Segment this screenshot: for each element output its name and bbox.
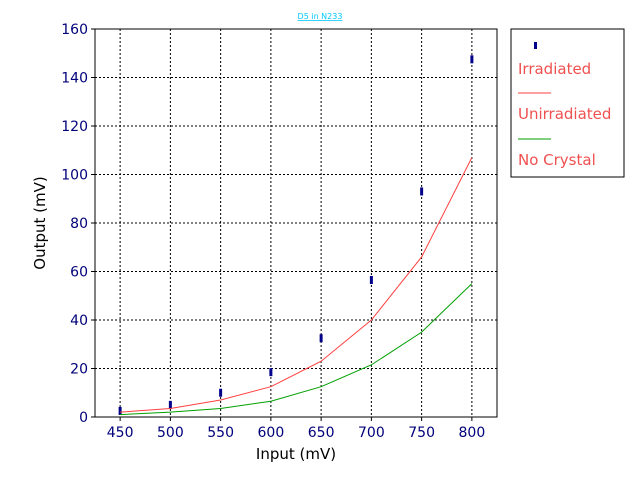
y-tick-label: 0 bbox=[79, 410, 88, 426]
y-tick-label: 60 bbox=[70, 265, 88, 281]
y-axis-ticks: 0 20 40 60 80 100 120 140 160 bbox=[61, 22, 95, 426]
data-point-irradiated bbox=[369, 275, 373, 284]
data-point-irradiated bbox=[219, 388, 223, 397]
data-point-irradiated bbox=[470, 55, 474, 64]
legend-marker-irradiated bbox=[534, 42, 537, 49]
y-tick-label: 100 bbox=[61, 168, 88, 184]
x-tick-label: 500 bbox=[157, 425, 184, 441]
data-point-irradiated bbox=[168, 400, 172, 409]
y-axis-label: Output (mV) bbox=[31, 176, 49, 269]
data-point-irradiated bbox=[319, 334, 323, 343]
legend-label-unirradiated: Unirradiated bbox=[518, 105, 611, 123]
chart-title: D5 in N233 bbox=[298, 12, 343, 21]
x-tick-label: 800 bbox=[459, 425, 486, 441]
y-tick-label: 140 bbox=[61, 71, 88, 87]
series-line-unirradiated bbox=[120, 157, 473, 413]
x-tick-label: 600 bbox=[258, 425, 285, 441]
legend-label-no-crystal: No Crystal bbox=[518, 151, 596, 169]
data-point-irradiated bbox=[118, 406, 122, 415]
legend-label-irradiated: Irradiated bbox=[518, 60, 591, 78]
grid bbox=[95, 29, 497, 417]
legend: Irradiated Unirradiated No Crystal bbox=[510, 28, 625, 178]
y-tick-label: 20 bbox=[70, 362, 88, 378]
data-point-irradiated bbox=[269, 368, 273, 377]
y-tick-label: 120 bbox=[61, 119, 88, 135]
x-tick-label: 650 bbox=[308, 425, 335, 441]
x-tick-label: 700 bbox=[358, 425, 385, 441]
y-tick-label: 80 bbox=[70, 216, 88, 232]
x-axis-ticks: 450 500 550 600 650 700 750 800 bbox=[107, 417, 485, 441]
data-point-irradiated bbox=[420, 187, 424, 196]
x-tick-label: 550 bbox=[207, 425, 234, 441]
series-line-no-crystal bbox=[120, 283, 473, 416]
x-tick-label: 750 bbox=[408, 425, 435, 441]
legend-box bbox=[510, 28, 625, 178]
series-layer bbox=[118, 55, 474, 416]
y-tick-label: 160 bbox=[61, 22, 88, 38]
y-tick-label: 40 bbox=[70, 313, 88, 329]
x-axis-label: Input (mV) bbox=[256, 445, 336, 463]
x-tick-label: 450 bbox=[107, 425, 134, 441]
